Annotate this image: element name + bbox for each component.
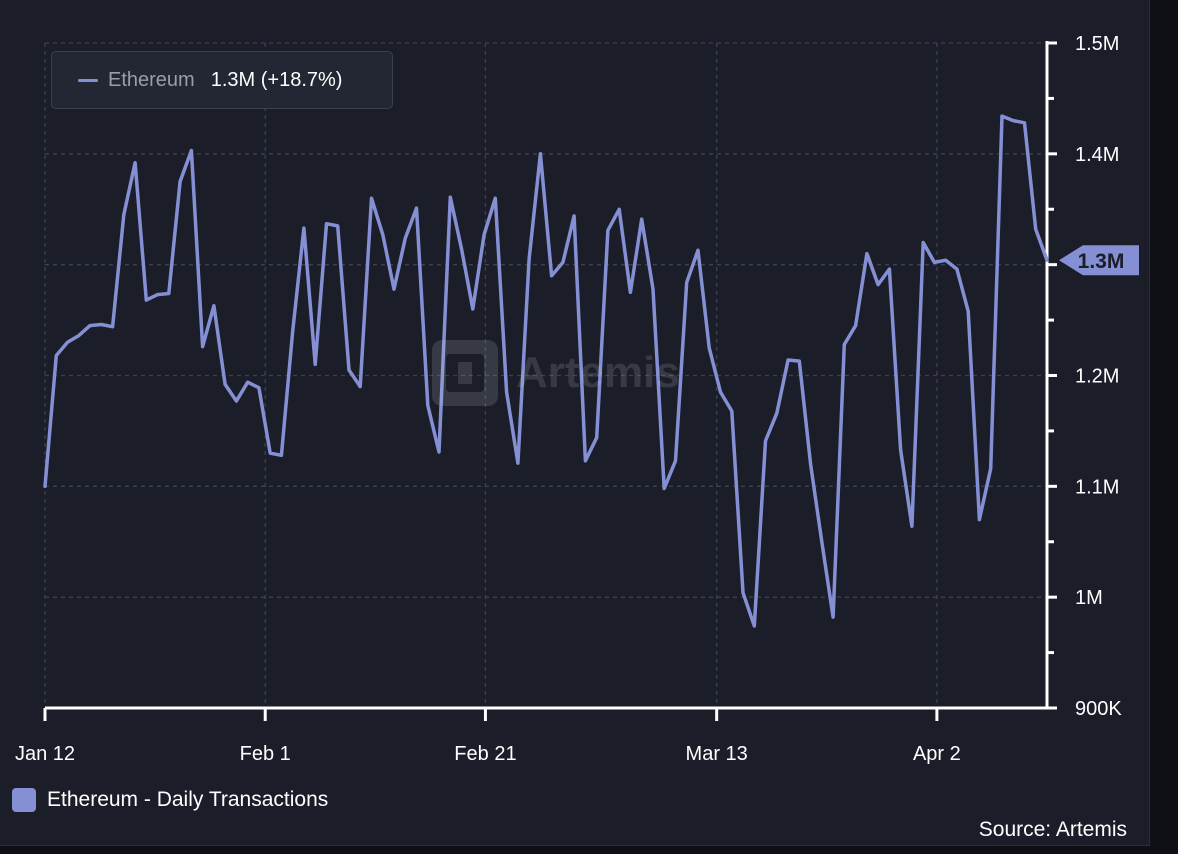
- x-tick-label: Feb 1: [240, 743, 291, 765]
- x-tick-label: Jan 12: [15, 743, 75, 765]
- last-value-marker: [1059, 245, 1139, 276]
- watermark: Artemis: [432, 338, 680, 408]
- legend[interactable]: Ethereum - Daily Transactions: [12, 788, 328, 812]
- series-layer: [43, 114, 1049, 628]
- y-tick-label: 900K: [1075, 698, 1122, 720]
- chart-panel: 900K 1M 1.1M 1.2M 1.3M 1.4M 1.5M Jan 12 Feb 1 Feb…: [0, 0, 1150, 846]
- y-tick-label: 1.2M: [1075, 366, 1119, 388]
- series-line-ethereum: [43, 114, 1049, 628]
- grid-lines: [44, 42, 1047, 708]
- tick-labels: 900K 1M 1.1M 1.2M 1.3M 1.4M 1.5M Jan 12 Feb 1 Feb…: [15, 33, 1139, 765]
- legend-swatch-icon: [12, 788, 36, 812]
- hover-tooltip: Ethereum 1.3M (+18.7%): [51, 51, 393, 109]
- legend-label: Ethereum - Daily Transactions: [47, 788, 329, 811]
- artemis-logo-icon: [432, 340, 498, 406]
- y-tick-label: 1.5M: [1075, 33, 1119, 55]
- x-tick-label: Feb 21: [454, 743, 516, 765]
- y-tick-label: 1.1M: [1075, 476, 1119, 498]
- tooltip-series-swatch: [78, 78, 98, 82]
- last-value-label: 1.3M: [1078, 250, 1125, 273]
- watermark-text: Artemis: [516, 348, 680, 397]
- line-chart: 900K 1M 1.1M 1.2M 1.3M 1.4M 1.5M Jan 12 Feb 1 Feb…: [15, 33, 1139, 765]
- source-credit: Source: Artemis: [978, 818, 1127, 841]
- tooltip-series-name: Ethereum: [108, 68, 195, 91]
- y-tick-label: 1M: [1075, 587, 1103, 609]
- tooltip-value: 1.3M (+18.7%): [210, 68, 343, 91]
- x-tick-label: Apr 2: [913, 743, 961, 765]
- y-tick-label: 1.4M: [1075, 144, 1119, 166]
- axes: [43, 41, 1057, 721]
- x-tick-label: Mar 13: [686, 743, 748, 765]
